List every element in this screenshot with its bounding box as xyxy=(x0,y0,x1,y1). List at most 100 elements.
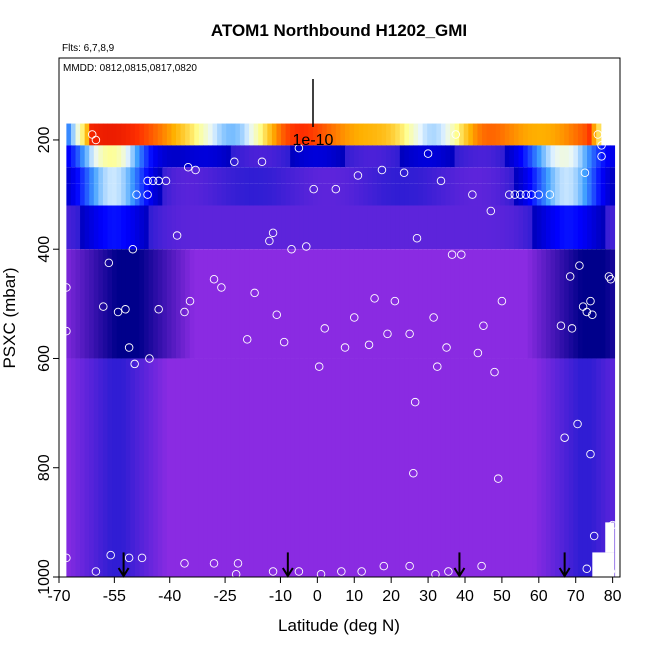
field-cell xyxy=(349,183,355,206)
field-cell xyxy=(308,183,314,206)
field-cell xyxy=(258,205,264,250)
field-cell xyxy=(212,205,218,250)
field-cell xyxy=(390,358,396,577)
field-cell xyxy=(162,249,168,359)
field-cell xyxy=(335,358,342,577)
field-cell xyxy=(344,145,351,168)
field-cell xyxy=(162,205,168,250)
field-cell xyxy=(335,205,342,250)
field-cell xyxy=(459,249,465,359)
field-cell xyxy=(459,205,465,250)
obs-point xyxy=(447,250,457,259)
field-cell xyxy=(171,167,177,184)
field-cell xyxy=(545,358,552,577)
field-cell xyxy=(559,249,565,359)
field-cell xyxy=(445,205,451,250)
field-cell xyxy=(139,249,145,359)
field-cell xyxy=(418,145,424,168)
obs-point xyxy=(265,236,274,246)
field-cell xyxy=(290,183,296,206)
field-cell xyxy=(217,167,223,184)
field-cell xyxy=(408,167,415,184)
field-cell xyxy=(162,145,168,168)
obs-point xyxy=(113,307,123,317)
field-cell xyxy=(573,358,579,577)
field-cell xyxy=(84,205,90,250)
field-cell xyxy=(358,249,364,359)
obs-point xyxy=(493,474,503,483)
field-cell xyxy=(376,183,383,206)
field-cell xyxy=(153,123,159,146)
field-cell xyxy=(66,249,72,359)
field-cell xyxy=(335,183,342,206)
field-cell xyxy=(340,145,346,168)
field-cell xyxy=(399,358,405,577)
x-tick-label: 50 xyxy=(493,588,511,605)
field-cell xyxy=(294,123,300,146)
field-cell xyxy=(367,145,373,168)
obs-point xyxy=(436,176,446,186)
field-cell xyxy=(363,183,369,206)
field-cell xyxy=(70,249,77,359)
field-cell xyxy=(445,123,451,146)
field-cell xyxy=(454,183,460,206)
field-cell xyxy=(587,123,593,146)
field-cell xyxy=(500,205,506,250)
field-cell xyxy=(198,183,205,206)
field-cell xyxy=(93,205,99,250)
field-cell xyxy=(217,205,223,250)
field-cell xyxy=(271,183,278,206)
field-cell xyxy=(482,358,488,577)
field-cell xyxy=(550,145,556,168)
field-cell xyxy=(276,358,282,577)
field-cell xyxy=(358,358,364,577)
field-cell xyxy=(244,183,250,206)
field-cell xyxy=(285,205,291,250)
obs-point xyxy=(580,168,590,177)
field-cell xyxy=(367,358,373,577)
obs-point xyxy=(486,206,496,216)
field-cell xyxy=(121,358,127,577)
field-cell xyxy=(354,358,360,577)
field-cell xyxy=(217,145,223,168)
field-cell xyxy=(185,183,191,206)
field-cell xyxy=(230,145,236,168)
field-cell xyxy=(582,123,588,146)
field-cell xyxy=(450,167,456,184)
field-cell xyxy=(372,167,378,184)
field-cell xyxy=(605,205,611,250)
flight-arrow-head xyxy=(281,567,294,578)
field-cell xyxy=(112,205,118,250)
field-cell xyxy=(125,123,131,146)
field-cell xyxy=(230,205,236,250)
field-cell xyxy=(157,183,163,206)
field-cell xyxy=(66,358,72,577)
field-cell xyxy=(591,249,597,359)
field-cell xyxy=(500,358,506,577)
field-cell xyxy=(239,205,246,250)
field-cell xyxy=(472,167,479,184)
field-cell xyxy=(491,183,497,206)
field-cell xyxy=(84,358,90,577)
field-cell xyxy=(386,145,392,168)
field-cell xyxy=(112,167,118,184)
field-cell xyxy=(285,167,291,184)
obs-point xyxy=(451,130,461,139)
field-cell xyxy=(587,167,593,184)
field-cell xyxy=(102,358,109,577)
field-cell xyxy=(271,167,278,184)
field-cell xyxy=(340,167,346,184)
field-cell xyxy=(399,167,405,184)
field-cell xyxy=(175,205,182,250)
field-cell xyxy=(431,358,437,577)
no-data-corner xyxy=(592,552,615,577)
field-cell xyxy=(185,123,191,146)
field-cell xyxy=(596,205,602,250)
field-cell xyxy=(564,249,570,359)
field-cell xyxy=(431,205,437,250)
field-cell xyxy=(367,205,373,250)
field-cell xyxy=(482,249,488,359)
field-cell xyxy=(244,123,250,146)
field-cell xyxy=(431,145,437,168)
field-cell xyxy=(70,145,77,168)
